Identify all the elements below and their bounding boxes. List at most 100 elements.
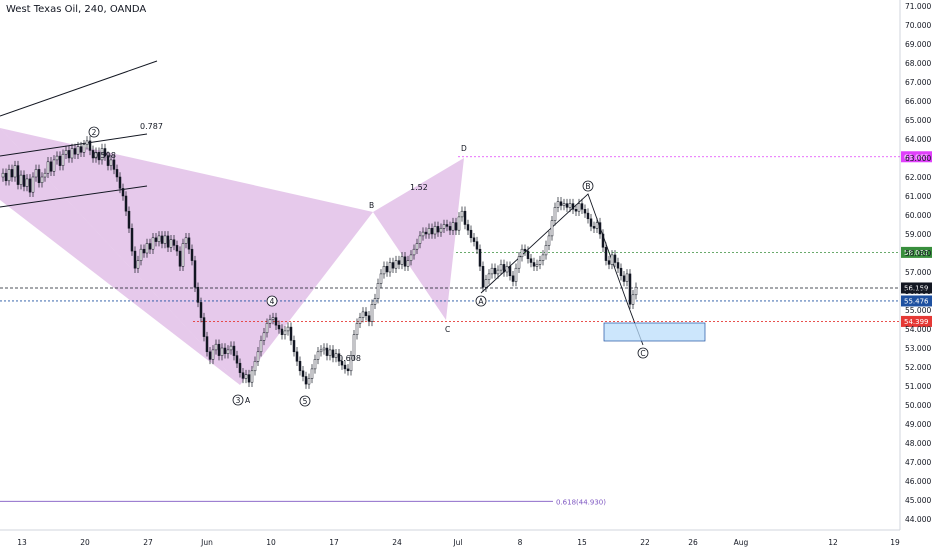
candle-body	[535, 264, 539, 267]
wave-label-c: C	[637, 347, 649, 359]
candle-body	[475, 241, 479, 250]
candle-body	[208, 351, 212, 360]
candle-body	[448, 226, 452, 231]
candle-body	[370, 304, 374, 322]
candle-body	[274, 317, 278, 326]
candle-body	[139, 248, 143, 261]
candle-body	[385, 266, 389, 273]
candle-body	[67, 150, 71, 159]
candle-body	[151, 237, 155, 250]
svg-text:A: A	[478, 297, 484, 306]
candle-body	[175, 245, 179, 252]
candle-body	[163, 235, 167, 244]
candle-body	[16, 165, 20, 185]
svg-text:4: 4	[270, 297, 275, 306]
price-series	[1, 136, 638, 389]
candle-body	[460, 210, 464, 218]
candle-body	[73, 148, 77, 155]
candle-body	[82, 144, 86, 153]
candle-body	[574, 209, 578, 212]
candle-body	[94, 152, 98, 159]
candle-body	[118, 176, 122, 189]
y-tick-label: 65.000	[905, 116, 931, 125]
y-tick-label: 48.000	[905, 439, 931, 448]
candle-body	[142, 248, 146, 254]
candle-body	[607, 260, 611, 265]
pattern-point-c: C	[445, 325, 450, 334]
candle-body	[292, 340, 296, 353]
candle-body	[631, 294, 635, 305]
candle-body	[610, 254, 614, 265]
x-tick-label: 22	[640, 538, 650, 547]
candle-body	[562, 203, 566, 206]
candle-body	[382, 266, 386, 275]
candle-body	[406, 260, 410, 267]
candle-body	[433, 226, 437, 235]
candle-body	[4, 172, 8, 182]
y-tick-label: 52.000	[905, 363, 931, 372]
candle-body	[112, 159, 116, 170]
wave-label-4: 4	[266, 295, 278, 307]
candle-body	[127, 210, 131, 229]
candle-body	[223, 347, 227, 354]
candle-body	[595, 222, 599, 229]
candle-body	[499, 264, 503, 271]
candle-body	[286, 326, 290, 332]
candle-body	[310, 368, 314, 379]
candle-body	[628, 273, 632, 305]
y-tick-label: 55.000	[905, 306, 931, 315]
candle-body	[10, 169, 14, 178]
price-badge-label: 58.032	[904, 249, 929, 257]
channel-line-top	[0, 133, 148, 157]
candle-body	[625, 273, 629, 282]
candle-body	[490, 267, 494, 275]
candle-body	[133, 250, 137, 269]
x-tick-label: Jul	[452, 538, 462, 547]
candle-body	[271, 317, 275, 320]
candle-body	[463, 210, 467, 225]
candle-body	[361, 311, 365, 318]
candle-body	[334, 353, 338, 358]
candle-body	[211, 349, 215, 360]
price-badge	[901, 246, 932, 258]
candle-body	[199, 302, 203, 318]
candle-body	[604, 247, 608, 261]
candle-body	[193, 260, 197, 288]
harmonic-pattern-ab-fill	[0, 128, 240, 385]
ratio-label-0598: 0.598	[93, 151, 116, 160]
candle-body	[451, 222, 455, 231]
candle-body	[280, 328, 284, 335]
candle-body	[352, 334, 356, 356]
candle-body	[172, 239, 176, 246]
candle-body	[100, 148, 104, 161]
candle-body	[268, 319, 272, 324]
candle-body	[427, 228, 431, 235]
candle-body	[226, 349, 230, 354]
candle-body	[52, 159, 56, 172]
y-tick-label: 67.000	[905, 78, 931, 87]
x-axis-ticks: 13 20 27 Jun 10 17 24 Jul 8 15 22 26 Aug 12 19	[17, 538, 900, 547]
x-tick-label: 24	[392, 538, 402, 547]
candle-body	[520, 248, 524, 258]
y-tick-label: 50.000	[905, 401, 931, 410]
candle-body	[85, 140, 89, 145]
candle-body	[103, 148, 107, 157]
candle-body	[46, 161, 50, 174]
y-tick-label: 53.000	[905, 344, 931, 353]
candle-body	[376, 283, 380, 299]
y-tick-label: 63.000	[905, 154, 931, 163]
candle-body	[1, 172, 5, 178]
candle-body	[373, 298, 377, 305]
svg-text:5: 5	[303, 397, 308, 406]
y-tick-label: 69.000	[905, 40, 931, 49]
candle-body	[37, 169, 41, 183]
y-tick-label: 59.000	[905, 230, 931, 239]
candle-body	[13, 165, 17, 178]
candle-body	[187, 237, 191, 250]
ratio-label-0608: 0.608	[338, 354, 361, 363]
candle-body	[592, 226, 596, 229]
harmonic-pattern-bcd	[373, 158, 464, 320]
candle-body	[328, 349, 332, 356]
